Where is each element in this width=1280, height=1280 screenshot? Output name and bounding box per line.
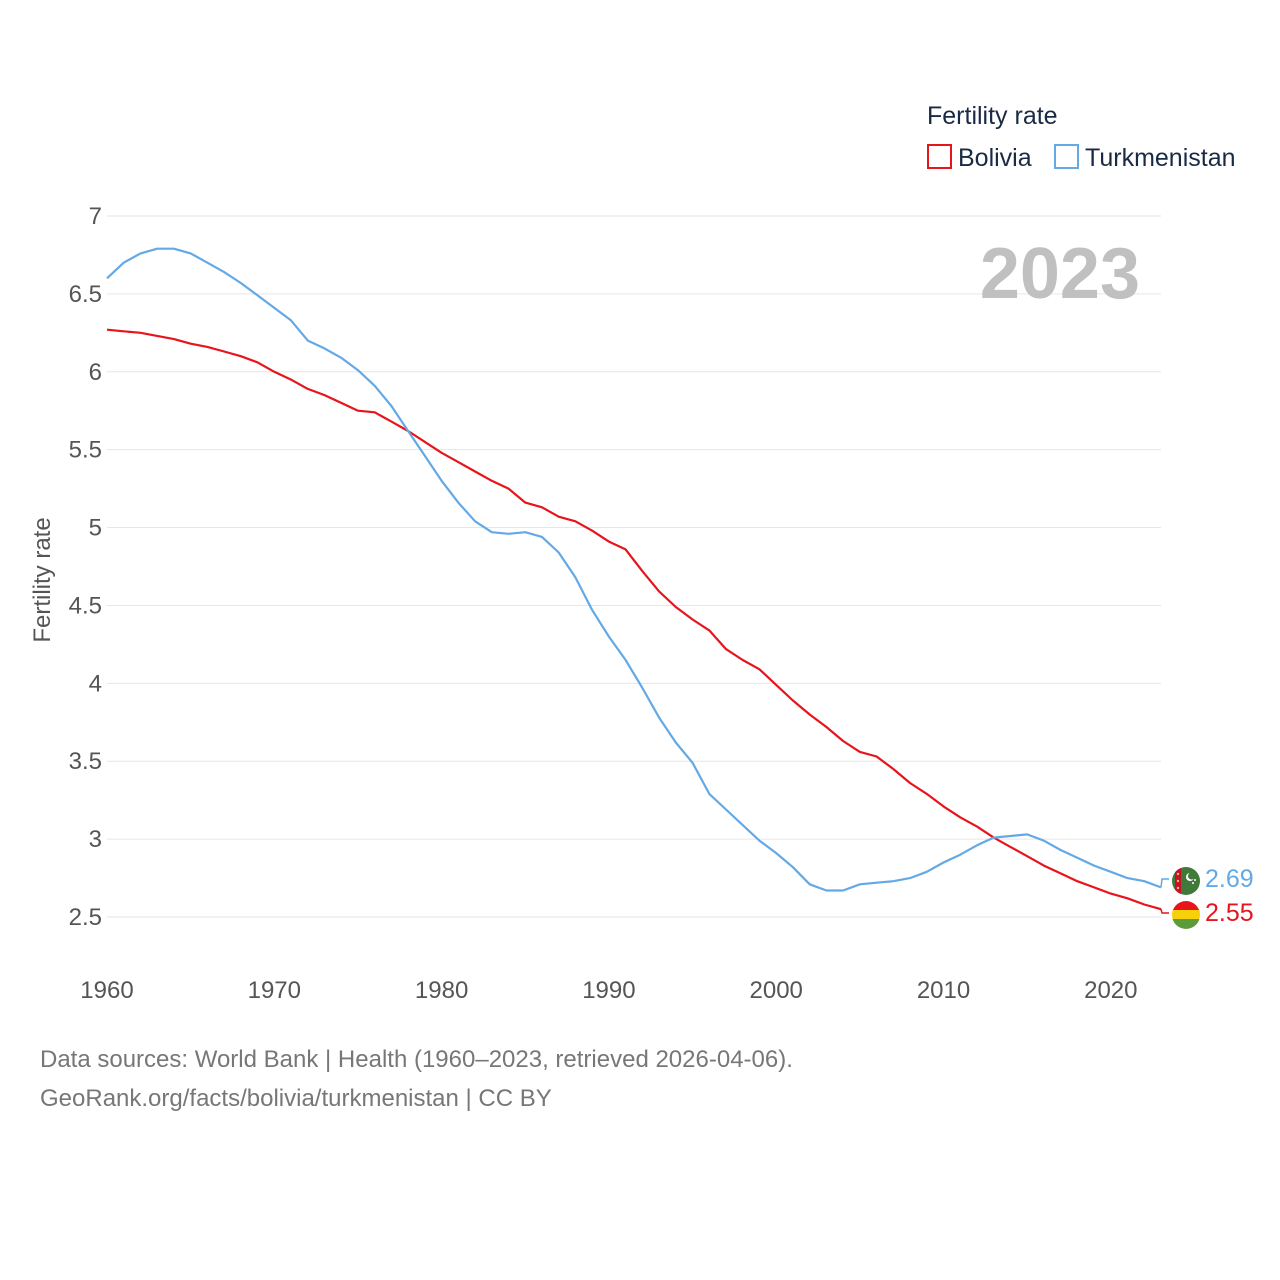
end-connector-bolivia (1160, 909, 1169, 914)
y-tick-label: 3.5 (69, 748, 102, 775)
y-tick-label: 4.5 (69, 592, 102, 619)
bolivia-flag-icon (1172, 901, 1200, 929)
source-line: Data sources: World Bank | Health (1960–… (40, 1046, 793, 1073)
legend-swatch-turkmenistan (1054, 144, 1079, 169)
x-tick-label: 1970 (248, 977, 301, 1004)
x-axis-ticks: 1960 1970 1980 1990 2000 2010 2020 (80, 977, 1137, 1004)
bolivia-end-value: 2.55 (1205, 899, 1254, 927)
y-tick-label: 3 (89, 826, 102, 853)
y-tick-label: 2.5 (69, 904, 102, 931)
grid-lines (107, 215, 1161, 918)
x-tick-label: 2020 (1084, 977, 1137, 1004)
turkmenistan-flag-icon (1172, 867, 1200, 895)
legend-label-bolivia: Bolivia (958, 144, 1032, 172)
y-tick-label: 6.5 (69, 281, 102, 308)
series-line-bolivia[interactable] (106, 328, 1162, 911)
legend-item-bolivia[interactable]: Bolivia (927, 144, 1032, 172)
x-tick-label: 2010 (917, 977, 970, 1004)
y-axis-title: Fertility rate (29, 517, 56, 642)
legend-label-turkmenistan: Turkmenistan (1085, 144, 1236, 172)
y-tick-label: 4 (89, 670, 102, 697)
x-tick-label: 1960 (80, 977, 133, 1004)
series-line-turkmenistan[interactable] (106, 247, 1162, 892)
license-line[interactable]: GeoRank.org/facts/bolivia/turkmenistan |… (40, 1085, 552, 1112)
legend-swatch-bolivia (927, 144, 952, 169)
legend: Fertility rate Bolivia Turkmenistan (927, 102, 1236, 172)
y-tick-label: 7 (89, 203, 102, 230)
year-label: 2023 (980, 234, 1140, 314)
legend-item-turkmenistan[interactable]: Turkmenistan (1054, 144, 1236, 172)
legend-title: Fertility rate (927, 102, 1058, 130)
x-tick-label: 2000 (750, 977, 803, 1004)
end-connector-turkmenistan (1160, 878, 1169, 888)
y-tick-label: 5 (89, 515, 102, 542)
y-tick-label: 6 (89, 359, 102, 386)
series-lines (106, 247, 1169, 914)
x-tick-label: 1980 (415, 977, 468, 1004)
y-tick-label: 5.5 (69, 437, 102, 464)
y-axis-ticks: 2.5 3 3.5 4 4.5 5 5.5 6 6.5 7 (69, 203, 102, 931)
x-tick-label: 1990 (582, 977, 635, 1004)
turkmenistan-end-value: 2.69 (1205, 865, 1254, 893)
